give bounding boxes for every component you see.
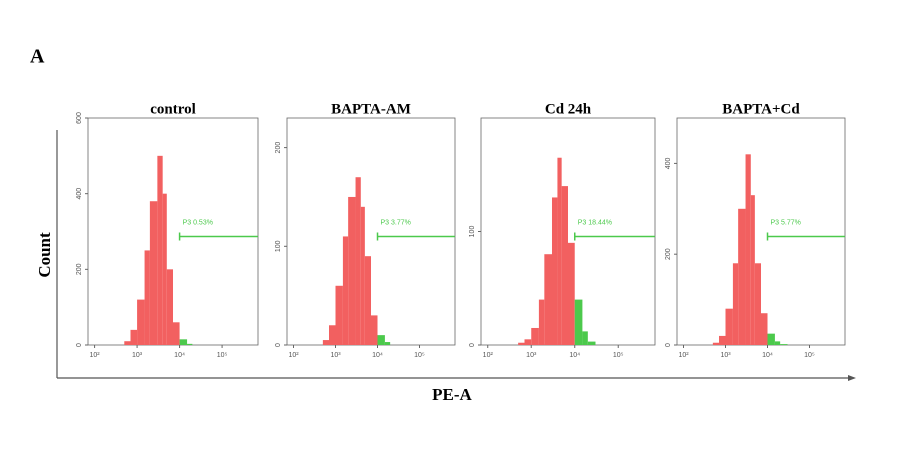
histogram-bar: [754, 263, 761, 345]
y-tick-label: 0: [469, 343, 476, 347]
histogram-bar: [157, 155, 163, 345]
y-tick-label: 0: [275, 343, 282, 347]
gate-label: P3 0.53%: [183, 219, 213, 226]
histogram-bar: [377, 335, 385, 345]
histogram-bar: [348, 196, 356, 345]
gate-label: P3 5.77%: [771, 219, 801, 226]
panel-title: Cd 24h: [545, 101, 592, 117]
x-tick-label: 10³: [526, 352, 537, 359]
histogram-bar: [745, 154, 751, 345]
x-tick-label: 10³: [330, 352, 341, 359]
histogram-bar: [761, 313, 768, 345]
panel-title: BAPTA+Cd: [722, 101, 800, 117]
histogram-bar: [166, 269, 173, 345]
x-axis-label: PE-A: [432, 385, 472, 404]
x-tick-label: 10⁴: [762, 352, 773, 359]
histogram-bar: [149, 201, 158, 345]
histogram-bar: [187, 343, 193, 345]
y-tick-label: 100: [469, 226, 476, 238]
x-tick-label: 10⁴: [174, 352, 185, 359]
x-tick-label: 10³: [720, 352, 731, 359]
histogram-bar: [137, 299, 145, 345]
x-tick-label: 10⁵: [804, 352, 815, 359]
histogram-bar: [355, 177, 361, 345]
histogram-bar: [360, 206, 365, 345]
histogram-bar: [712, 342, 719, 345]
histogram-bar: [750, 195, 755, 345]
y-tick-label: 600: [76, 112, 83, 124]
y-tick-label: 0: [665, 343, 672, 347]
x-tick-label: 10²: [483, 352, 494, 359]
histogram-bar: [568, 242, 575, 345]
histogram-bar: [531, 327, 539, 345]
y-tick-label: 200: [665, 248, 672, 260]
x-tick-label: 10²: [678, 352, 689, 359]
y-tick-label: 400: [76, 188, 83, 200]
x-tick-label: 10⁴: [372, 352, 383, 359]
x-tick-label: 10³: [132, 352, 143, 359]
histogram-bar: [725, 308, 733, 345]
y-tick-label: 200: [76, 263, 83, 275]
histogram-bar: [518, 342, 525, 345]
y-tick-label: 0: [76, 343, 83, 347]
histogram-bar: [524, 339, 532, 345]
y-axis-label: Count: [35, 232, 54, 278]
histogram-bar: [551, 197, 558, 345]
x-tick-label: 10²: [288, 352, 299, 359]
y-tick-label: 400: [665, 157, 672, 169]
histogram-bar: [124, 341, 131, 345]
histogram-bar: [544, 254, 552, 345]
x-tick-label: 10²: [90, 352, 101, 359]
histogram-bar: [364, 256, 371, 345]
y-tick-label: 100: [275, 240, 282, 252]
histogram-bar: [179, 339, 188, 345]
x-tick-label: 10⁴: [569, 352, 580, 359]
histogram-bar: [738, 208, 746, 345]
histogram-bar: [574, 299, 583, 345]
gate-label: P3 18.44%: [578, 219, 612, 226]
histogram-bar: [335, 285, 343, 345]
histogram-bar: [538, 299, 545, 345]
histogram-bar: [719, 335, 726, 345]
histogram-bar: [582, 331, 588, 345]
histogram-bar: [130, 329, 138, 345]
histogram-bar: [780, 344, 788, 345]
histogram-bar: [162, 193, 167, 345]
histogram-bar: [384, 342, 391, 345]
histogram-bar: [557, 157, 562, 345]
histogram-bar: [561, 186, 568, 345]
histogram-bar: [322, 340, 329, 345]
panel-label: A: [30, 46, 45, 68]
histogram-bar: [371, 315, 378, 345]
axis-arrow: [848, 375, 856, 381]
histogram-bar: [144, 250, 150, 345]
histogram-bar: [732, 263, 739, 345]
histogram-bar: [329, 325, 336, 345]
histogram-bar: [587, 341, 596, 345]
x-tick-label: 10⁵: [217, 352, 228, 359]
panel-title: control: [150, 101, 196, 117]
y-tick-label: 200: [275, 142, 282, 154]
x-tick-label: 10⁵: [414, 352, 425, 359]
histogram-bar: [342, 236, 349, 345]
histogram-bar: [767, 333, 775, 345]
histogram-bar: [173, 322, 180, 345]
histogram-bar: [774, 341, 781, 345]
panel-title: BAPTA-AM: [331, 101, 411, 117]
x-tick-label: 10⁵: [613, 352, 624, 359]
gate-label: P3 3.77%: [381, 219, 411, 226]
